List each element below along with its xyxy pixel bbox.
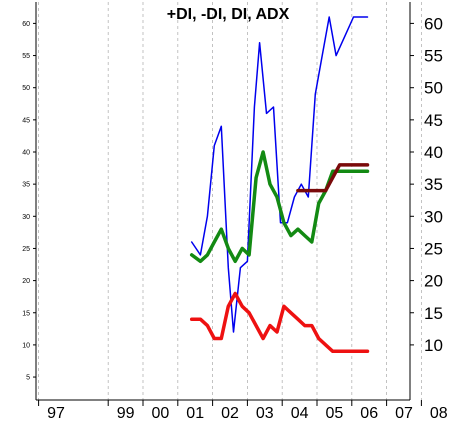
right-axis-ticks: 10 15 20 25 30 35 40 45 50 55 60	[424, 14, 443, 355]
axes	[33, 2, 422, 406]
blue-di-line	[190, 16, 369, 333]
right-tick-label: 10	[424, 336, 443, 355]
chart-title: +DI, -DI, DI, ADX	[167, 6, 290, 23]
left-tick-label: 25	[22, 246, 30, 253]
right-tick-label: 60	[424, 14, 443, 33]
x-tick-label: 01	[186, 405, 204, 422]
right-tick-label: 50	[424, 79, 443, 98]
left-tick-label: 40	[22, 150, 30, 157]
left-tick-label: 20	[22, 278, 30, 285]
right-tick-label: 55	[424, 47, 443, 66]
left-tick-label: 30	[22, 214, 30, 221]
x-tick-label: 97	[47, 405, 65, 422]
left-tick-label: 60	[22, 21, 30, 28]
green-adx-line	[189, 150, 370, 264]
right-tick-label: 45	[424, 111, 443, 130]
x-tick-label: 99	[117, 405, 135, 422]
x-tick-label: 04	[291, 405, 309, 422]
x-tick-label: 06	[360, 405, 378, 422]
left-tick-label: 55	[22, 53, 30, 60]
x-tick-label: 03	[256, 405, 274, 422]
right-tick-label: 30	[424, 207, 443, 226]
right-tick-label: 35	[424, 175, 443, 194]
x-tick-label: 00	[152, 405, 170, 422]
x-tick-label: 05	[326, 405, 344, 422]
x-tick-label: 08	[430, 405, 448, 422]
grid-lines	[38, 2, 422, 400]
left-tick-label: 10	[22, 342, 30, 349]
series-lines	[189, 16, 370, 354]
left-tick-label: 5	[26, 375, 30, 382]
left-tick-label: 15	[22, 310, 30, 317]
left-tick-label: 35	[22, 182, 30, 189]
red-minus-di-line	[189, 291, 370, 354]
right-tick-label: 40	[424, 143, 443, 162]
right-tick-label: 25	[424, 239, 443, 258]
left-axis-ticks: 5101520253035404550556065	[22, 21, 30, 382]
right-tick-label: 20	[424, 272, 443, 291]
right-tick-label: 15	[424, 304, 443, 323]
x-tick-label: 07	[395, 405, 413, 422]
darkred-di-line	[296, 163, 370, 193]
left-tick-label: 50	[22, 85, 30, 92]
left-tick-label: 45	[22, 117, 30, 124]
x-tick-label: 02	[221, 405, 239, 422]
x-axis-ticks: 97 99 00 01 02 03 04 05 06 07 08	[47, 405, 448, 422]
